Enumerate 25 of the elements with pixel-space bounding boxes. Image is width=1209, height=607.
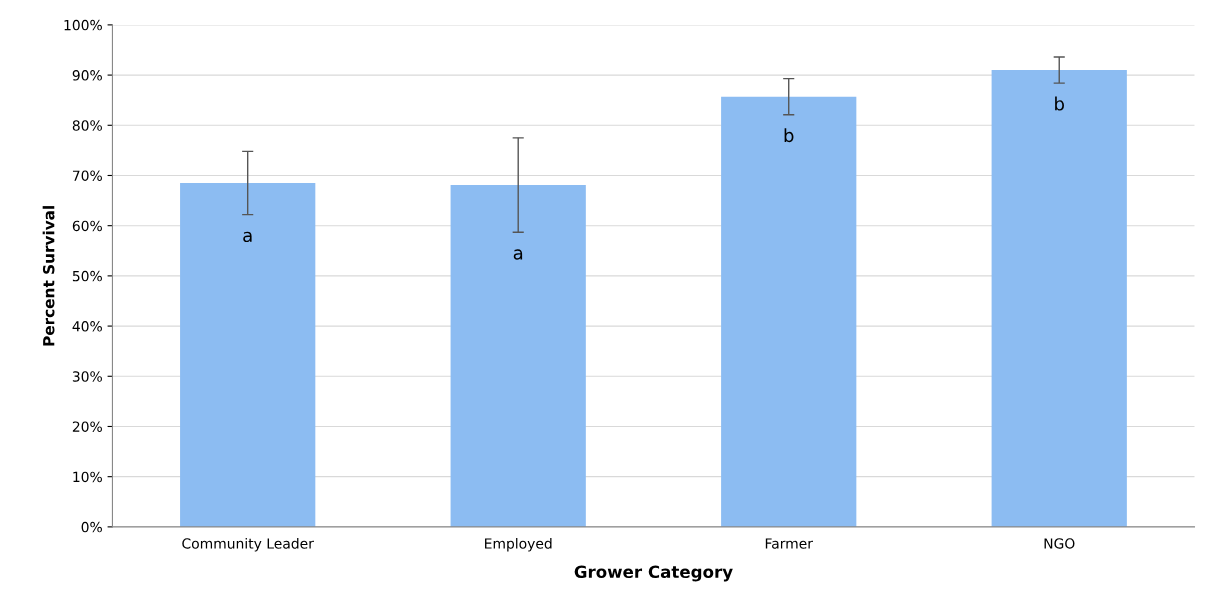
y-tick-label: 70%: [72, 170, 102, 181]
y-tick-label: 40%: [72, 321, 102, 332]
annotation: a: [243, 231, 252, 243]
x-tick-label: Employed: [485, 537, 552, 552]
x-tick-label: NGO: [1044, 538, 1075, 549]
y-tick-label: 90%: [72, 70, 102, 81]
y-tick-label: 60%: [72, 220, 102, 232]
x-tick-label: Farmer: [765, 538, 813, 549]
annotation: b: [1055, 96, 1064, 111]
bar: [450, 185, 586, 527]
annotation: b: [784, 128, 794, 143]
bar: [721, 96, 857, 527]
y-axis-title: Percent Survival: [42, 206, 55, 346]
y-tick-label: 30%: [72, 371, 102, 382]
y-tick-label: 50%: [72, 270, 102, 282]
x-axis-title: Grower Category: [574, 565, 733, 582]
y-tick-label: 20%: [72, 421, 102, 432]
y-tick-label: 80%: [72, 120, 102, 131]
bar: [991, 70, 1127, 527]
x-tick-label: Community Leader: [182, 537, 314, 552]
annotation: a: [513, 249, 523, 260]
bar: [180, 183, 316, 527]
y-tick-label: 10%: [73, 471, 102, 483]
y-tick-label: 0%: [81, 521, 102, 533]
y-tick-label: 100%: [64, 19, 102, 31]
